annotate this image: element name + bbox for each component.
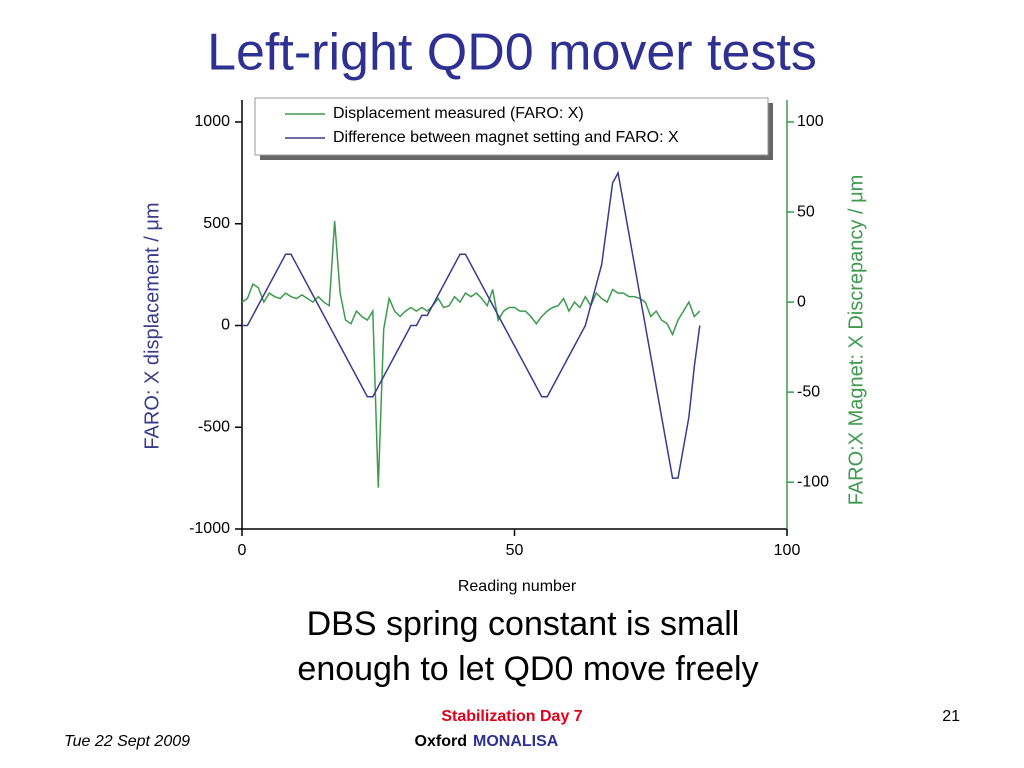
legend-box [254,97,769,156]
x-tick-label: 50 [506,542,524,559]
page-number: 21 [942,708,960,725]
y2-axis-label: FARO:X Magnet: X Discrepancy / μm [845,175,867,506]
y-axis-label: FARO: X displacement / μm [141,202,163,449]
slide-title: Left-right QD0 mover tests [207,24,817,82]
y2-tick-label: -50 [797,383,820,400]
legend-label: Difference between magnet setting and FA… [333,129,679,146]
y-tick-label: 0 [221,317,230,334]
legend: Displacement measured (FARO: X) Differenc… [254,97,773,160]
y-tick-label: -1000 [189,520,230,537]
y-tick-label: -500 [198,418,230,435]
footer-place: Oxford [415,733,467,750]
footer-project: MONALISA [473,733,559,750]
y2-tick-label: 50 [797,203,815,220]
x-tick-label: 100 [774,542,801,559]
y-tick-label: 1000 [194,113,230,130]
x-tick-label: 0 [238,542,247,559]
caption-line: DBS spring constant is small [307,605,740,643]
caption-line: enough to let QD0 move freely [297,650,758,688]
x-axis-label: Reading number [458,578,577,595]
legend-label: Displacement measured (FARO: X) [333,105,584,122]
y-tick-label: 500 [203,215,230,232]
y2-tick-label: 0 [797,293,806,310]
series-line [241,220,701,488]
y2-tick-label: -100 [797,473,829,490]
footer-date: Tue 22 Sept 2009 [64,733,190,750]
footer-event: Stabilization Day 7 [441,708,582,725]
series-line [242,170,701,479]
y2-tick-label: 100 [797,113,824,130]
